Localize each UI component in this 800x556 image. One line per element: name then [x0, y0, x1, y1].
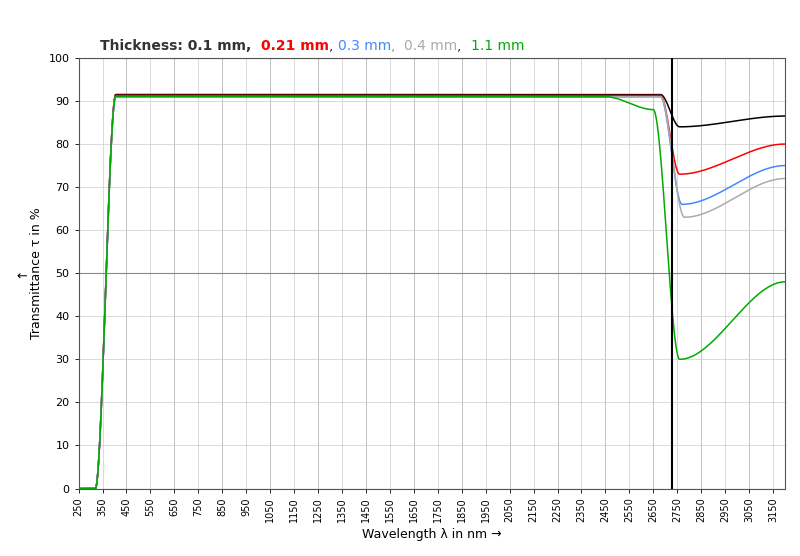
Text: ,: ,	[329, 39, 338, 53]
Text: ,: ,	[391, 39, 404, 53]
Y-axis label: ↑
Transmittance τ in %: ↑ Transmittance τ in %	[15, 207, 43, 339]
Text: 0.3 mm: 0.3 mm	[338, 39, 391, 53]
X-axis label: Wavelength λ in nm →: Wavelength λ in nm →	[362, 528, 502, 541]
Text: 1.1 mm: 1.1 mm	[470, 39, 524, 53]
Text: 0.4 mm: 0.4 mm	[404, 39, 458, 53]
Text: Thickness: 0.1 mm,: Thickness: 0.1 mm,	[100, 39, 261, 53]
Text: ,: ,	[458, 39, 470, 53]
Text: 0.21 mm: 0.21 mm	[261, 39, 329, 53]
